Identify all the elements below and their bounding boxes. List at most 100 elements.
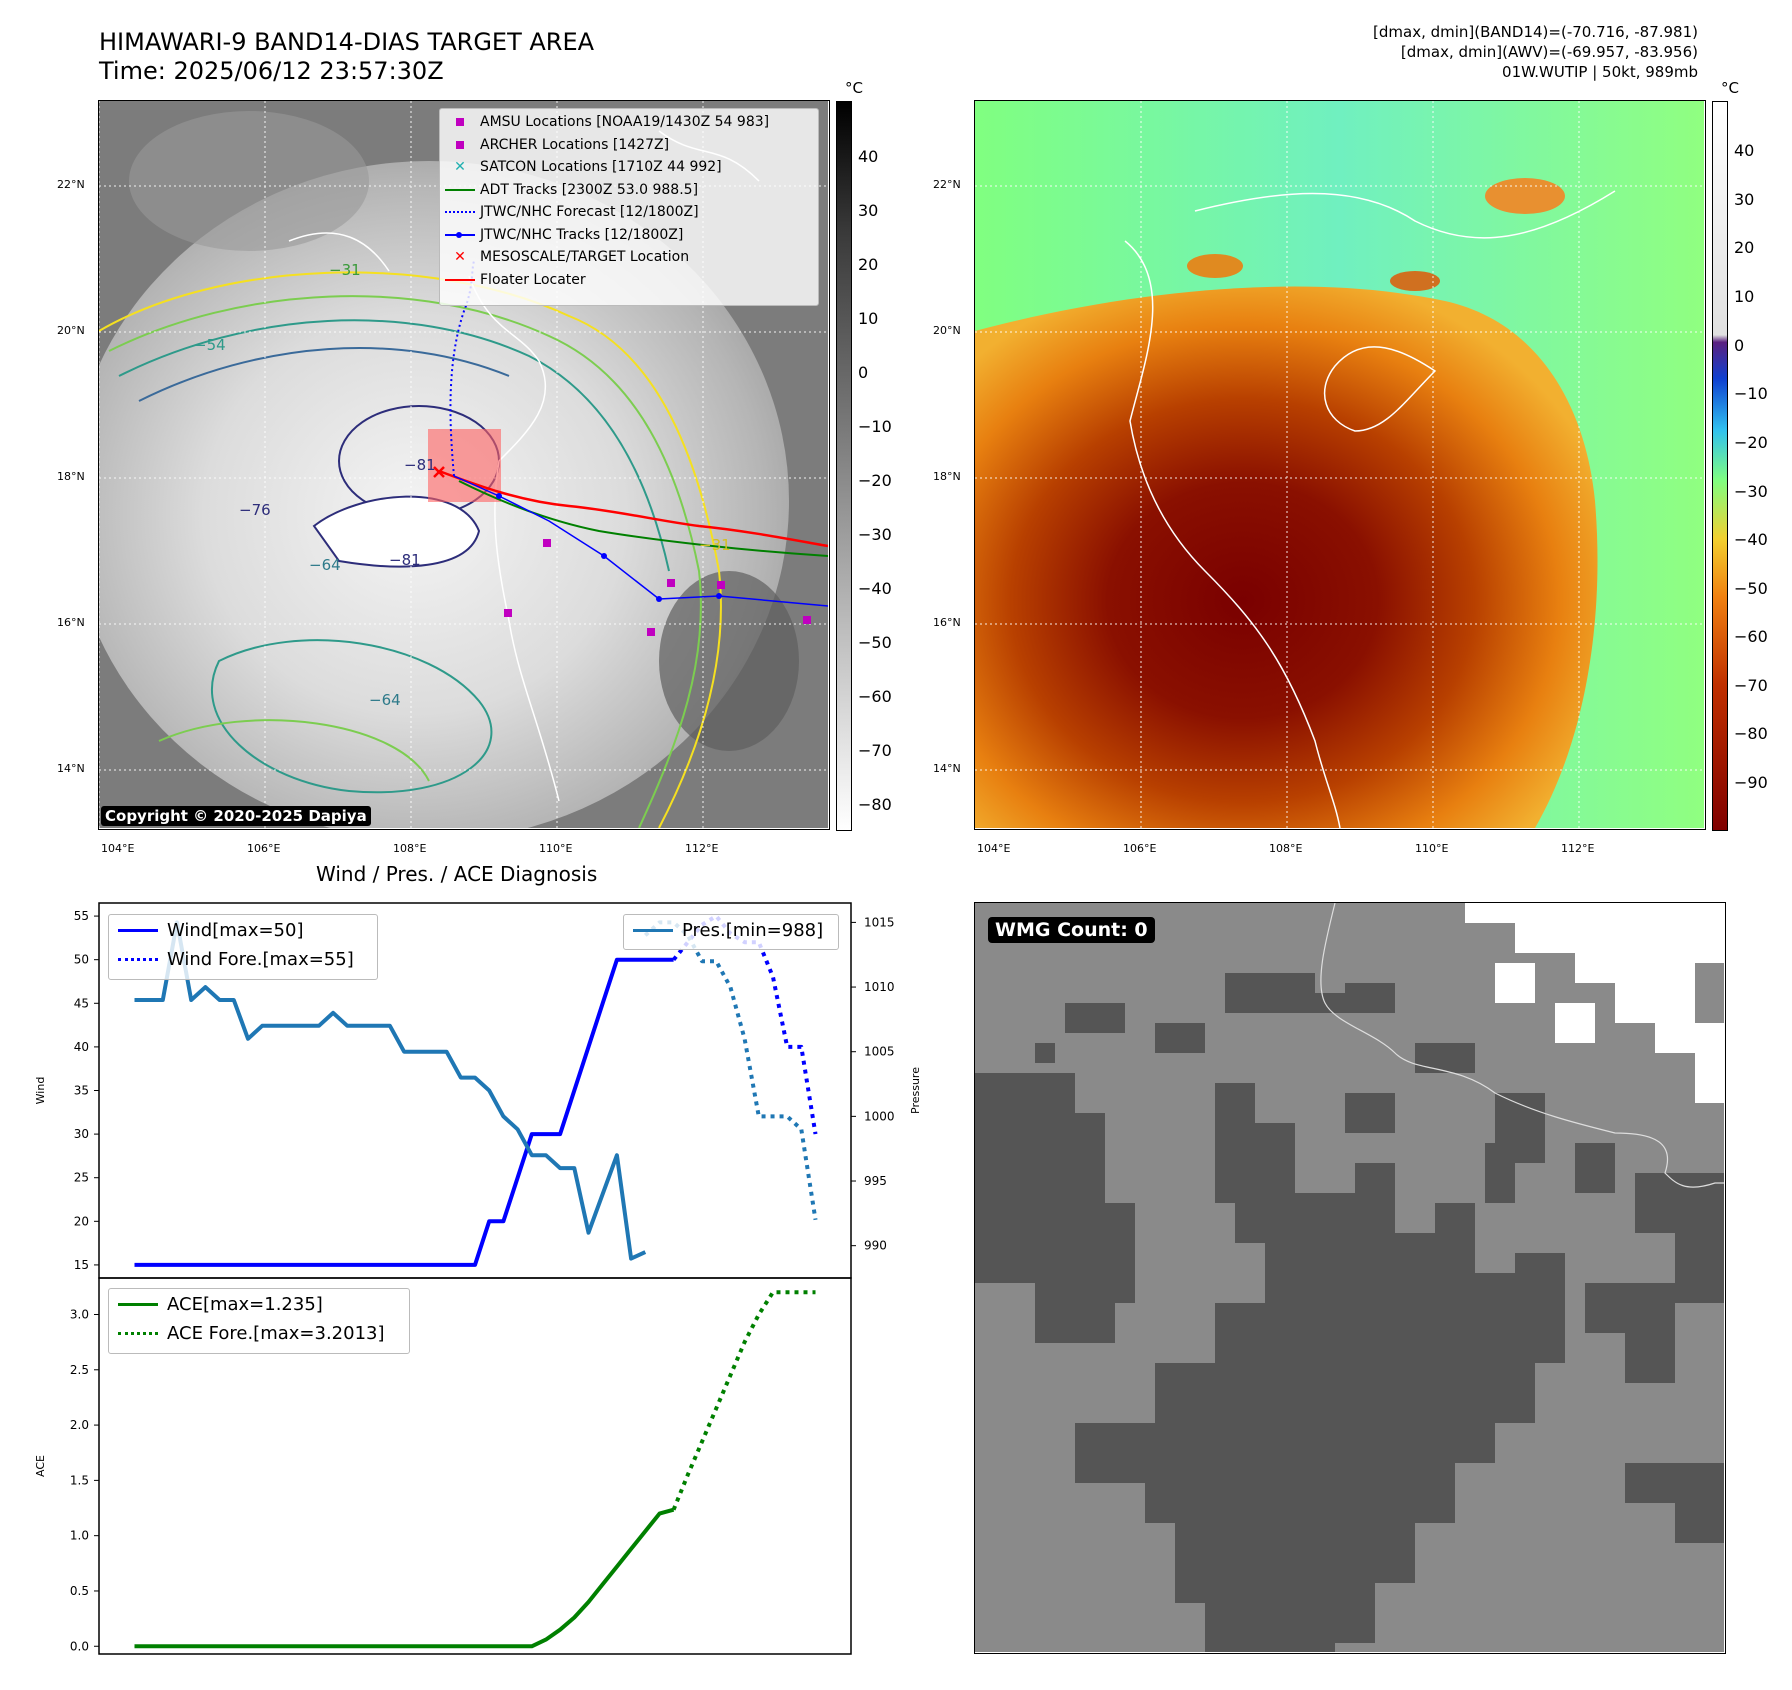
legend-jtwc-forecast: JTWC/NHC Forecast [12/1800Z] <box>440 201 818 224</box>
y-right-tick-label: 1000 <box>864 1109 895 1123</box>
line-icon <box>118 929 158 932</box>
awv-colorbar-unit: °C <box>1721 79 1739 97</box>
pressure-legend: Pres.[min=988] <box>623 914 839 950</box>
colorbar-tick: 20 <box>1734 238 1755 257</box>
colorbar-tick: 0 <box>858 363 869 382</box>
figure-title: HIMAWARI-9 BAND14-DIAS TARGET AREA <box>99 28 595 56</box>
y-right-tick-label: 1015 <box>864 915 895 929</box>
lon-label: 112°E <box>1561 842 1595 855</box>
y-tick-label: 2.5 <box>70 1363 89 1377</box>
y-tick-label: 1.5 <box>70 1473 89 1487</box>
plot-frame <box>98 1277 852 1655</box>
colorbar-tick: −10 <box>1734 384 1768 403</box>
contour-label: −31 <box>329 261 361 279</box>
wmg-map-image <box>975 903 1724 1652</box>
lat-label: 22°N <box>933 178 961 191</box>
y-right-tick-label: 990 <box>864 1239 887 1253</box>
ir-legend: AMSU Locations [NOAA19/1430Z 54 983] ARC… <box>439 108 819 306</box>
y-tick-label: 40 <box>74 1040 89 1054</box>
colorbar-tick: −70 <box>858 741 892 760</box>
colorbar-tick: −80 <box>858 795 892 814</box>
legend-wind-forecast: Wind Fore.[max=55] <box>109 945 377 974</box>
lon-label: 104°E <box>101 842 135 855</box>
legend-amsu: AMSU Locations [NOAA19/1430Z 54 983] <box>440 111 818 134</box>
line-icon <box>633 929 673 932</box>
contour-label: −76 <box>239 501 271 519</box>
colorbar-tick: 30 <box>1734 190 1755 209</box>
ace-chart: 0.0 0.5 1.0 1.5 2.0 2.5 3.0 ACE <box>34 1277 852 1655</box>
awv-colorbar <box>1712 101 1728 831</box>
colorbar-tick: 40 <box>858 147 879 166</box>
y-axis-label: ACE <box>34 1455 47 1477</box>
series-line-pres-fore- <box>643 920 818 1221</box>
dotted-line-icon <box>118 1332 158 1335</box>
y-tick-label: 20 <box>74 1214 89 1228</box>
contour-label: −31 <box>699 536 731 554</box>
colorbar-tick: −40 <box>1734 530 1768 549</box>
contour-label: −81 <box>404 456 436 474</box>
wind-legend: Wind[max=50] Wind Fore.[max=55] <box>108 914 378 980</box>
lon-label: 108°E <box>1269 842 1303 855</box>
legend-floater: Floater Locater <box>440 269 818 292</box>
dotted-line-icon <box>118 958 158 961</box>
y-tick-label: 45 <box>74 996 89 1010</box>
y-tick-label: 35 <box>74 1084 89 1098</box>
contour-label: −54 <box>194 336 226 354</box>
colorbar-tick: 30 <box>858 201 879 220</box>
y-tick-label: 1.0 <box>70 1529 89 1543</box>
x-marker-icon: ✕ <box>454 159 466 176</box>
wmg-count-badge: WMG Count: 0 <box>988 917 1155 943</box>
colorbar-tick: −30 <box>1734 482 1768 501</box>
series-line-ace-max-1-235- <box>134 1507 675 1649</box>
y-right-tick-label: 1010 <box>864 980 895 994</box>
lat-label: 14°N <box>933 762 961 775</box>
colorbar-tick: −70 <box>1734 676 1768 695</box>
colorbar-tick: 0 <box>1734 336 1745 355</box>
legend-adt: ADT Tracks [2300Z 53.0 988.5] <box>440 179 818 202</box>
y-tick-label: 3.0 <box>70 1307 89 1321</box>
target-box <box>428 429 501 502</box>
legend-pressure: Pres.[min=988] <box>624 916 838 945</box>
legend-wind: Wind[max=50] <box>109 916 377 945</box>
lat-label: 20°N <box>933 324 961 337</box>
lat-label: 16°N <box>933 616 961 629</box>
info-awv: [dmax, dmin](AWV)=(-69.957, -83.956) <box>1400 43 1698 61</box>
wmg-panel: WMG Count: 0 <box>974 902 1726 1654</box>
colorbar-tick: 10 <box>1734 287 1755 306</box>
info-band14: [dmax, dmin](BAND14)=(-70.716, -87.981) <box>1373 23 1698 41</box>
lat-label: 18°N <box>933 470 961 483</box>
y-tick-label: 55 <box>74 909 89 923</box>
colorbar-tick: −10 <box>858 417 892 436</box>
colorbar-tick: −60 <box>1734 627 1768 646</box>
y-tick-label: 0.0 <box>70 1639 89 1653</box>
lon-label: 108°E <box>393 842 427 855</box>
legend-ace-forecast: ACE Fore.[max=3.2013] <box>109 1319 409 1348</box>
y-tick-label: 15 <box>74 1258 89 1272</box>
series-line-ace-fore-max-3-2013- <box>671 1290 816 1511</box>
y-tick-label: 2.0 <box>70 1418 89 1432</box>
awv-map-panel <box>974 100 1706 830</box>
line-icon <box>445 188 475 191</box>
diagnosis-title: Wind / Pres. / ACE Diagnosis <box>316 862 598 886</box>
colorbar-tick: −60 <box>858 687 892 706</box>
contour-label: −64 <box>369 691 401 709</box>
lon-label: 104°E <box>977 842 1011 855</box>
legend-jtwc-tracks: JTWC/NHC Tracks [12/1800Z] <box>440 224 818 247</box>
y-right-axis-label: Pressure <box>909 1067 922 1114</box>
y-tick-label: 50 <box>74 953 89 967</box>
colorbar-tick: −90 <box>1734 773 1768 792</box>
lon-label: 106°E <box>1123 842 1157 855</box>
contour-label: −64 <box>309 556 341 574</box>
legend-target: ✕ MESOSCALE/TARGET Location <box>440 246 818 269</box>
figure-time: Time: 2025/06/12 23:57:30Z <box>99 57 444 85</box>
lon-label: 110°E <box>1415 842 1449 855</box>
lat-label: 16°N <box>57 616 85 629</box>
y-tick-label: 0.5 <box>70 1584 89 1598</box>
colorbar-tick: −20 <box>1734 433 1768 452</box>
dotted-line-icon <box>445 211 475 214</box>
lat-label: 22°N <box>57 178 85 191</box>
copyright-badge: Copyright © 2020-2025 Dapiya <box>101 806 371 826</box>
lat-label: 20°N <box>57 324 85 337</box>
colorbar-tick: 40 <box>1734 141 1755 160</box>
ir-map-panel: −31 −54 −64 −81 −76 −64 −81 −31 AMSU Loc… <box>98 100 830 830</box>
